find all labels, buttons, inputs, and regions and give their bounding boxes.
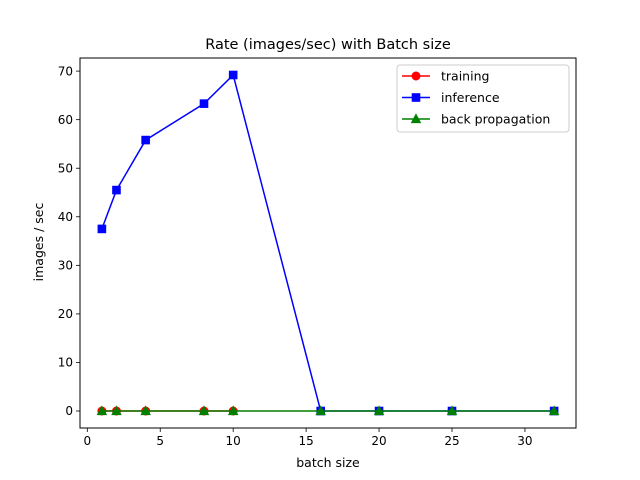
data-point-back-propagation xyxy=(446,405,458,416)
legend-label: inference xyxy=(441,90,500,105)
legend-item-back-propagation: back propagation xyxy=(402,112,550,127)
y-tick-label: 10 xyxy=(58,356,73,370)
legend-label: back propagation xyxy=(441,112,550,127)
x-tick-label: 25 xyxy=(444,434,459,448)
data-point-back-propagation xyxy=(140,405,151,416)
plot-frame xyxy=(79,57,577,429)
data-point-inference xyxy=(228,70,238,80)
legend-box xyxy=(396,64,570,133)
y-tick-label: 60 xyxy=(58,113,73,127)
axis-ticks: 0 5 10 15 20 25 30 0 10 20 30 40 50 60 70 xyxy=(58,64,533,448)
y-tick-label: 0 xyxy=(65,404,73,418)
x-tick-label: 30 xyxy=(517,434,532,448)
series-layer xyxy=(96,70,560,416)
y-tick-label: 30 xyxy=(58,259,73,273)
series-back-propagation xyxy=(96,405,560,416)
legend: training inference back propagation xyxy=(396,64,570,133)
y-tick-label: 20 xyxy=(58,307,73,321)
data-point-back-propagation xyxy=(315,405,326,416)
chart-title: Rate (images/sec) with Batch size xyxy=(205,37,451,53)
y-axis-label: images / sec xyxy=(31,203,46,282)
data-point-inference xyxy=(141,135,150,145)
x-tick-label: 15 xyxy=(298,434,313,448)
legend-label: training xyxy=(441,69,489,84)
data-point-back-propagation xyxy=(198,405,210,416)
data-point-back-propagation xyxy=(227,405,239,416)
legend-item-training: training xyxy=(402,69,489,84)
y-tick-label: 40 xyxy=(58,210,73,224)
x-tick-label: 20 xyxy=(371,434,386,448)
x-axis-label: batch size xyxy=(296,455,360,470)
data-point-inference xyxy=(97,224,107,234)
data-point-back-propagation xyxy=(96,405,108,416)
x-tick-label: 5 xyxy=(156,434,164,448)
x-tick-label: 0 xyxy=(83,434,91,448)
data-point-back-propagation xyxy=(548,405,560,416)
legend-marker xyxy=(411,71,421,81)
data-point-back-propagation xyxy=(111,405,122,416)
x-tick-label: 10 xyxy=(226,434,241,448)
legend-marker xyxy=(411,93,421,102)
data-point-inference xyxy=(112,185,121,195)
legend-item-inference: inference xyxy=(402,90,500,105)
data-point-back-propagation xyxy=(373,405,385,416)
y-tick-label: 50 xyxy=(58,161,73,175)
legend-marker xyxy=(410,113,422,124)
data-point-inference xyxy=(199,99,209,108)
y-tick-label: 70 xyxy=(58,64,73,78)
